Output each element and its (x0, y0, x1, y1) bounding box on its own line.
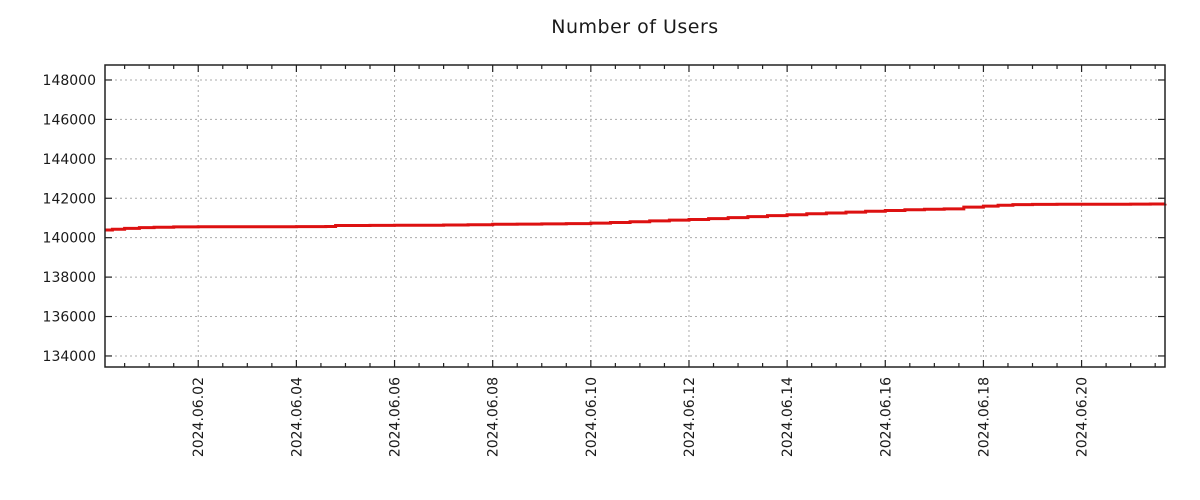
y-tick-label: 134000 (43, 349, 96, 365)
x-tick-label: 2024.06.20 (1075, 377, 1091, 457)
x-tick-label: 2024.06.12 (682, 377, 698, 457)
x-tick-label: 2024.06.02 (191, 377, 207, 457)
y-tick-label: 146000 (43, 112, 96, 128)
chart-title: Number of Users (551, 16, 719, 38)
x-tick-label: 2024.06.08 (486, 377, 502, 457)
series-line-users (105, 202, 1167, 232)
y-tick-label: 144000 (43, 152, 96, 168)
y-tick-label: 138000 (43, 270, 96, 286)
x-tick-label: 2024.06.06 (388, 377, 404, 457)
y-tick-label: 136000 (43, 310, 96, 326)
x-tick-label: 2024.06.16 (878, 377, 894, 457)
plot-border (104, 64, 1166, 368)
x-tick-label: 2024.06.14 (780, 377, 796, 457)
y-tick-label: 148000 (43, 73, 96, 89)
y-tick-label: 142000 (43, 191, 96, 207)
x-tick-label: 2024.06.18 (976, 377, 992, 457)
y-tick-label: 140000 (43, 231, 96, 247)
x-tick-label: 2024.06.04 (289, 377, 305, 457)
x-tick-label: 2024.06.10 (584, 377, 600, 457)
